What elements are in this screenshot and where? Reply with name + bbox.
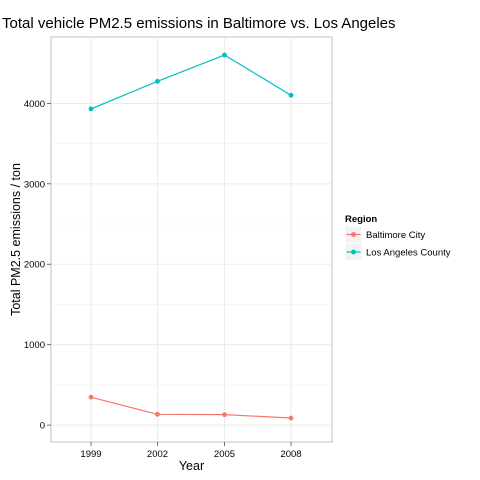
x-axis-title: Year xyxy=(179,459,204,473)
series-line-2 xyxy=(90,54,292,110)
y-tick-label: 4000 xyxy=(24,99,45,110)
x-axis-ticks: 1999 2002 2005 2008 xyxy=(80,442,302,460)
data-point xyxy=(288,92,294,98)
legend-title: Region xyxy=(345,214,377,225)
y-axis-title: Total PM2.5 emissions / ton xyxy=(9,163,23,316)
data-point xyxy=(288,415,294,421)
x-tick-label: 2008 xyxy=(280,449,301,460)
legend-items: Baltimore City Los Angeles County xyxy=(344,225,451,261)
legend-key-point xyxy=(351,249,356,255)
y-tick-label: 2000 xyxy=(24,260,45,271)
y-tick-label: 0 xyxy=(40,421,45,432)
series-lines xyxy=(88,52,294,421)
data-point xyxy=(222,52,227,58)
data-point xyxy=(222,412,227,418)
legend-label: Baltimore City xyxy=(366,230,425,241)
data-point xyxy=(155,411,160,417)
legend: Region Baltimore City Los Angeles County xyxy=(344,214,451,261)
y-tick-label: 3000 xyxy=(24,179,45,190)
data-point xyxy=(88,394,94,400)
x-tick-label: 2002 xyxy=(147,449,168,460)
grid-lines xyxy=(51,37,332,442)
series-line-1 xyxy=(90,396,292,419)
legend-label: Los Angeles County xyxy=(366,248,451,259)
chart-title: Total vehicle PM2.5 emissions in Baltimo… xyxy=(2,15,396,32)
data-point xyxy=(88,106,94,112)
legend-key-point xyxy=(351,232,356,237)
plot-panel xyxy=(50,36,333,443)
y-tick-label: 1000 xyxy=(24,340,45,351)
x-tick-label: 2005 xyxy=(214,449,235,460)
x-tick-label: 1999 xyxy=(80,449,101,460)
y-axis-ticks: 0 1000 2000 3000 4000 xyxy=(24,99,51,432)
data-point xyxy=(155,78,160,84)
